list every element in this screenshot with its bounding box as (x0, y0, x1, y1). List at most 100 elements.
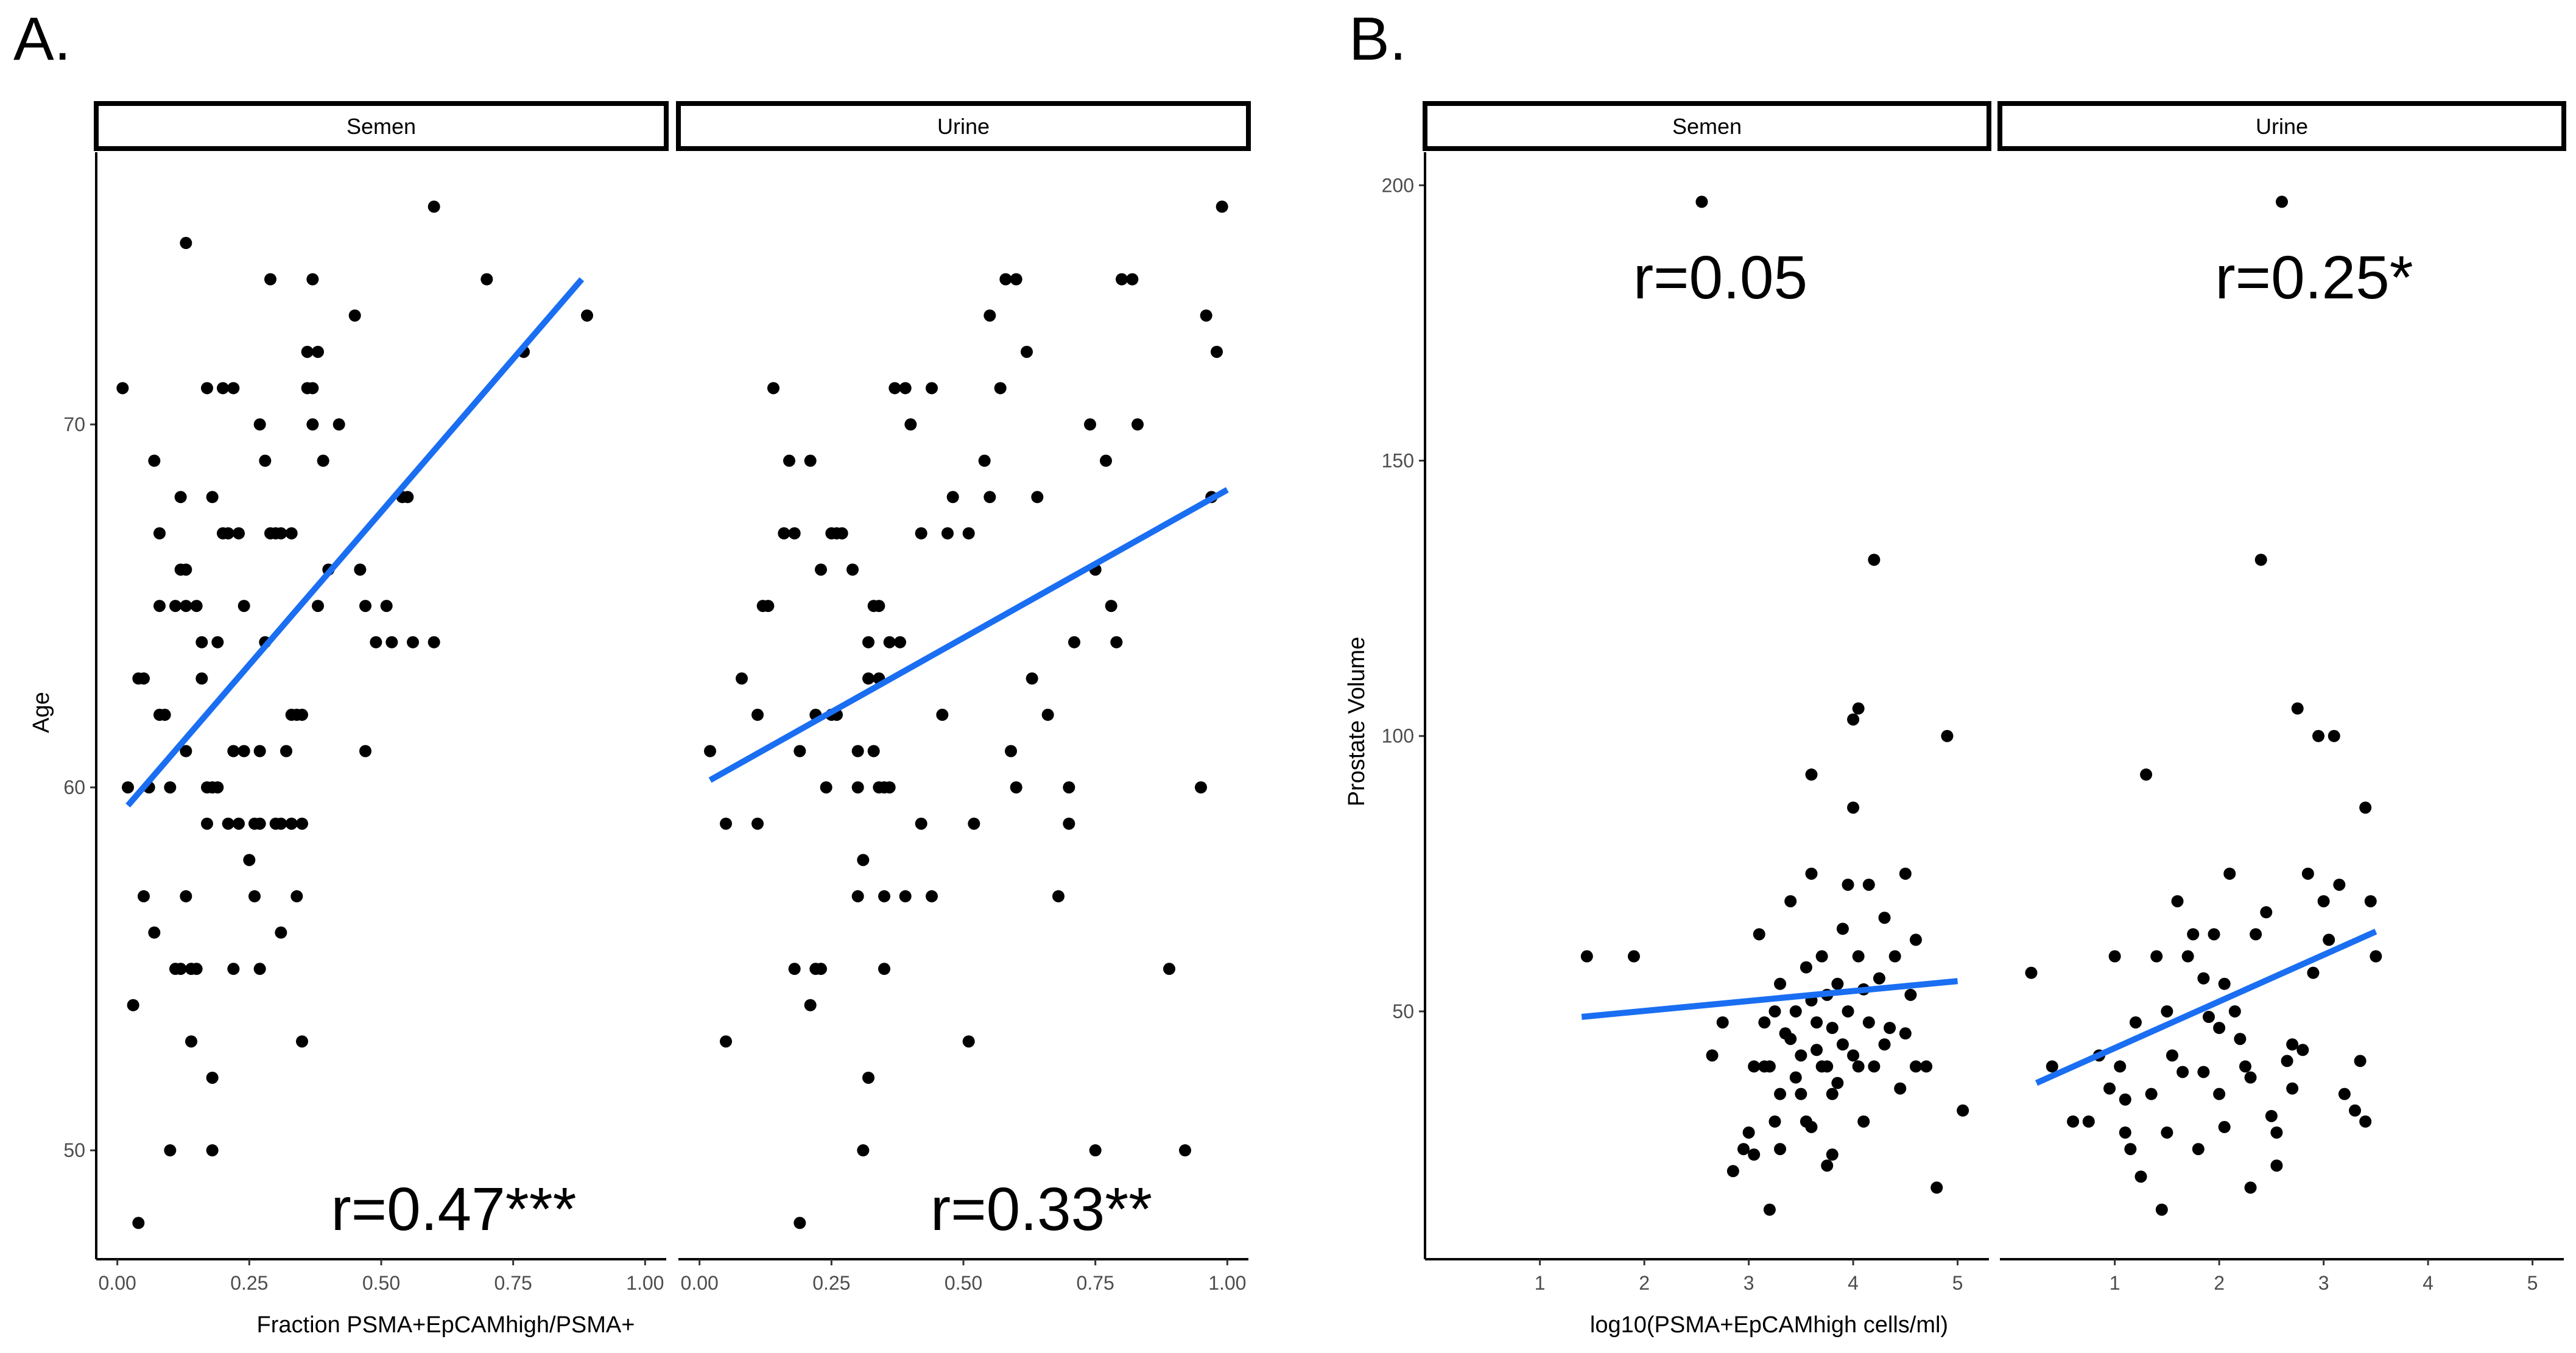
panel-b-facet-semen-point (1941, 729, 1954, 742)
panel-a-facet-semen-regression-line (125, 277, 585, 808)
panel-a-facet-urine-point (894, 636, 906, 648)
panel-a-facet-urine-point (1026, 672, 1038, 685)
panel-b-facet-urine-point (2140, 768, 2153, 781)
panel-a-facet-urine-point (736, 672, 748, 685)
panel-b-facet-semen-point (1920, 1060, 1933, 1073)
panel-a-letter: A. (13, 5, 71, 73)
panel-a-facet-semen-point (158, 708, 171, 721)
panel-b-facet-urine-point (2312, 729, 2325, 742)
panel-a-facet-urine-point (962, 527, 975, 539)
panel-a-facet-urine-x-tick-label: 0.75 (1077, 1272, 1114, 1294)
panel-a-facet-semen-point (153, 527, 166, 539)
panel-b-facet-semen-point (1695, 195, 1708, 208)
panel-b-facet-urine-point (2286, 1082, 2299, 1095)
panel-b-facet-semen-point (1768, 1005, 1781, 1017)
panel-b-facet-semen-point (1795, 1049, 1807, 1062)
panel-a-facet-semen-point (238, 745, 250, 757)
panel-b-facet-semen-point (1805, 768, 1818, 781)
panel-b-facet-urine-point (2108, 950, 2121, 963)
panel-b-facet-urine-point (2192, 1143, 2205, 1156)
panel-a-facet-semen-point (227, 745, 240, 757)
panel-a-facet-urine-point (1126, 273, 1139, 286)
panel-a-facet-urine-point (878, 963, 890, 975)
panel-a-facet-urine-point (889, 382, 901, 395)
panel-a-facet-urine-point (1100, 454, 1112, 467)
panel-b-facet-semen-point (1716, 1016, 1729, 1029)
panel-a-facet-semen-point (407, 636, 419, 648)
panel-a-facet-urine-point (1163, 963, 1175, 975)
panel-a-facet-urine-point (1179, 1144, 1191, 1157)
panel-a-facet-urine-point (1131, 418, 1144, 431)
panel-b-facet-urine-point (2025, 966, 2038, 979)
panel-b-facet-semen-point (1842, 1005, 1854, 1017)
panel-a-facet-semen-point (480, 273, 493, 286)
panel-b-facet-urine-point (2349, 1104, 2362, 1117)
panel-b-facet-urine-point (2161, 1005, 2173, 1017)
panel-a-facet-urine-regression-line (708, 487, 1229, 783)
panel-b-facet-urine-point (2265, 1109, 2278, 1122)
panel-b-facet-semen-point (1815, 950, 1828, 963)
panel-a-facet-urine-point (1195, 781, 1207, 794)
panel-a-facet-semen-point (227, 963, 240, 975)
panel-a-facet-semen-point (348, 309, 361, 322)
panel-b-facet-semen-point (1836, 1038, 1849, 1051)
panel-a-facet-semen-point (180, 563, 192, 576)
panel-a-facet-semen-point (206, 1144, 219, 1157)
panel-a-facet-urine-point (751, 708, 764, 721)
panel-b-facet-semen-point (1805, 1120, 1818, 1133)
panel-a: A. Age Fraction PSMA+EpCAMhigh/PSMA+ 50 6… (13, 5, 1251, 1338)
panel-b-facet-urine-point (2082, 1115, 2095, 1128)
panel-b-facet-urine-point (2270, 1159, 2283, 1172)
panel-a-facet-urine-point (788, 963, 801, 975)
panel-a-facet-semen-point (333, 418, 345, 431)
panel-a-facet-semen-point (370, 636, 382, 648)
panel-a-facet-semen-point (148, 926, 161, 939)
panel-a-facet-urine-point (984, 491, 996, 504)
panel-a-y-axis-title: Age (29, 692, 54, 733)
panel-b-facet-semen-point (1800, 961, 1812, 974)
panel-a-facet-urine-point (1211, 345, 1223, 358)
panel-b-facet-semen-point (1789, 1071, 1802, 1084)
panel-a-facet-urine-point (815, 563, 827, 576)
panel-b-facet-semen-point (1831, 977, 1844, 990)
panel-a-facet-semen-point (180, 890, 192, 902)
panel-b-facet-urine-point (2223, 867, 2236, 880)
panel-b-facet-urine-x-tick-label: 4 (2423, 1272, 2433, 1294)
panel-b-facet-semen-point (1836, 922, 1849, 935)
panel-a-facet-semen-point (253, 817, 266, 830)
panel-a-facet-semen-point (275, 926, 287, 939)
panel-b-facet-urine-point (2197, 1066, 2210, 1078)
panel-a-facet-semen-point (296, 817, 308, 830)
panel-b-facet-semen-point (1789, 1005, 1802, 1017)
panel-a-facet-urine-x-tick-label: 0.50 (945, 1272, 982, 1294)
panel-b-facet-semen-point (1748, 1148, 1761, 1161)
panel-a-facet-semen-point (401, 491, 414, 504)
panel-b-facet-semen-point (1821, 1060, 1834, 1073)
panel-a-facet-urine-point (851, 781, 864, 794)
panel-a-facet-semen-point (195, 636, 208, 648)
panel-b-facet-semen-point (1580, 950, 1593, 963)
panel-a-facet-semen-point (122, 781, 134, 794)
panel-b-facet-urine-point (2103, 1082, 2116, 1095)
panel-a-facet-semen-point (285, 527, 298, 539)
panel-b-facet-urine-point (2177, 1066, 2189, 1078)
panel-b-facet-semen-point (1852, 950, 1865, 963)
panel-a-y-tick-label: 50 (63, 1139, 85, 1161)
panel-a-facet-urine-point (1216, 200, 1228, 213)
panel-b-facet-semen-point (1831, 1077, 1844, 1089)
panel-a-facet-semen-point (296, 708, 308, 721)
panel-b-y-tick-label: 50 (1392, 1000, 1414, 1022)
panel-a-facet-urine-point (1041, 708, 1054, 721)
panel-b-facet-urine-point (2046, 1060, 2058, 1073)
panel-a-facet-urine-point (788, 527, 801, 539)
panel-a-facet-urine-point (999, 273, 1012, 286)
panel-b-facet-semen-point (1826, 1022, 1839, 1035)
panel-b-facet-semen-x-tick-label: 2 (1639, 1272, 1650, 1294)
panel-a-facet-urine-point (1110, 636, 1123, 648)
panel-a-facet-semen-point (243, 854, 256, 866)
panel-a-facet-semen-point (280, 745, 292, 757)
panel-b-facet-urine-point (2171, 895, 2184, 908)
panel-a-facet-urine-point (1105, 600, 1117, 613)
panel-b-facet-urine-point (2150, 950, 2163, 963)
panel-b-facet-urine-r-label: r=0.25* (2215, 244, 2413, 312)
